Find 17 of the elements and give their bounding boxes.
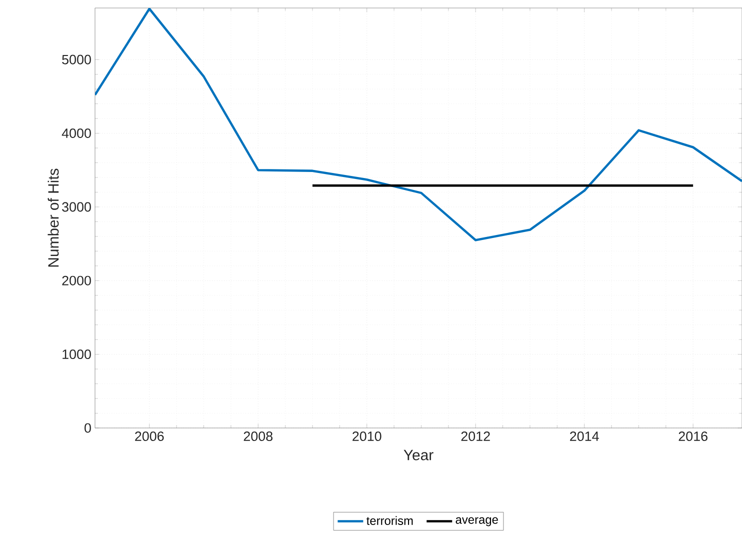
y-tick-label: 0 bbox=[84, 423, 91, 433]
x-tick-label: 2014 bbox=[570, 432, 599, 442]
x-tick-label: 2006 bbox=[135, 432, 164, 442]
line-series bbox=[95, 8, 742, 242]
y-tick-label: 1000 bbox=[62, 350, 91, 360]
legend-label: terrorism bbox=[366, 516, 413, 525]
y-tick-label: 4000 bbox=[62, 128, 91, 138]
y-tick-label: 5000 bbox=[62, 54, 91, 64]
y-tick-label: 3000 bbox=[62, 202, 91, 212]
x-tick-label: 2008 bbox=[244, 432, 272, 442]
x-tick-label: 2016 bbox=[678, 432, 708, 442]
y-axis-title: Number of Hits bbox=[48, 168, 59, 267]
x-tick-label: 2012 bbox=[461, 432, 490, 442]
y-tick-label: 2000 bbox=[62, 276, 91, 286]
x-axis-title: Year bbox=[404, 450, 434, 460]
legend-label: average bbox=[456, 517, 498, 526]
x-tick-label: 2010 bbox=[352, 432, 382, 442]
